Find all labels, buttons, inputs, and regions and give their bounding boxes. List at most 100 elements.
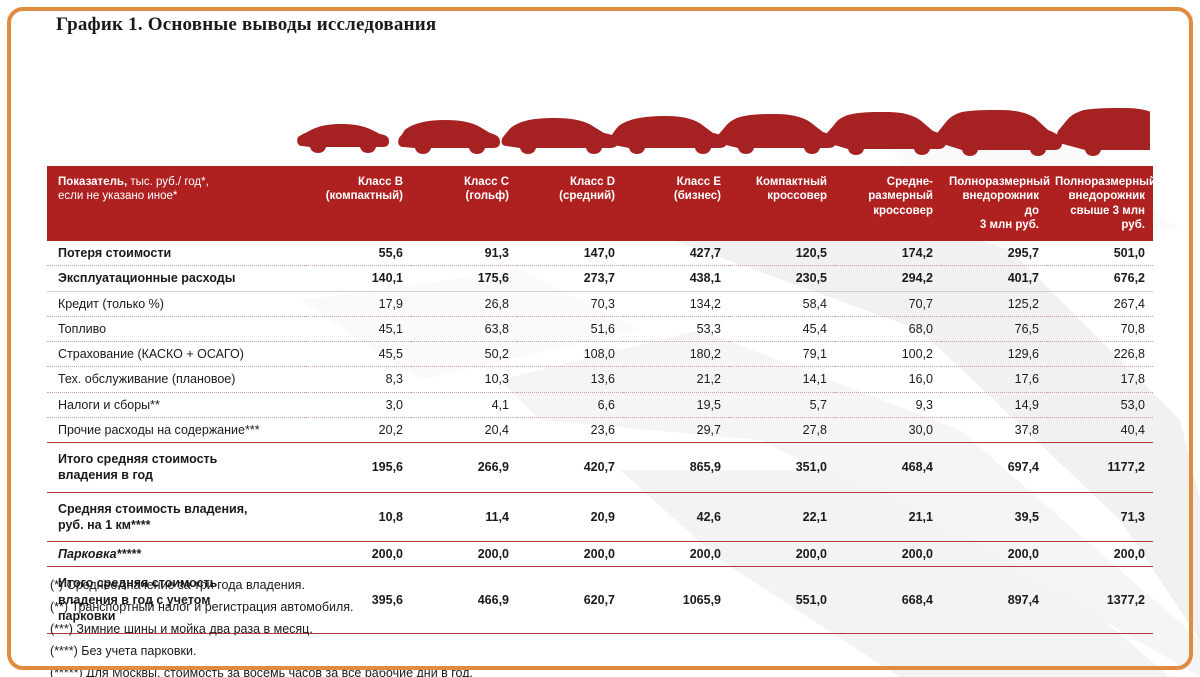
table-row: Средняя стоимость владения, руб. на 1 км*… bbox=[47, 492, 1153, 542]
column-header-class-d: Класс D (средний) bbox=[517, 166, 623, 241]
row-label: Эксплуатационные расходы bbox=[47, 265, 305, 292]
table-cell: 4,1 bbox=[411, 392, 517, 418]
table-cell: 51,6 bbox=[517, 316, 623, 343]
table-cell: 58,4 bbox=[729, 291, 835, 317]
table-cell: 438,1 bbox=[623, 265, 729, 292]
table-cell: 9,3 bbox=[835, 392, 941, 418]
table-cell: 897,4 bbox=[941, 566, 1047, 634]
table-cell: 39,5 bbox=[941, 492, 1047, 542]
table-cell: 45,4 bbox=[729, 316, 835, 343]
table-cell: 70,8 bbox=[1047, 316, 1153, 343]
table-cell: 91,3 bbox=[411, 241, 517, 267]
table-row: Тех. обслуживание (плановое) 8,3 10,3 13,6 2… bbox=[47, 366, 1153, 393]
table-cell: 129,6 bbox=[941, 341, 1047, 368]
row-label: Страхование (КАСКО + ОСАГО) bbox=[47, 341, 305, 368]
row-label: Налоги и сборы** bbox=[47, 392, 305, 418]
table-cell: 420,7 bbox=[517, 442, 623, 493]
table-row: Потеря стоимости 55,6 91,3 147,0 427,7 120,5 1… bbox=[47, 241, 1153, 267]
table-cell: 120,5 bbox=[729, 241, 835, 267]
table-cell: 14,1 bbox=[729, 366, 835, 393]
table-cell: 45,5 bbox=[305, 341, 411, 368]
header-metric-rest: тыс. руб./ год*, bbox=[127, 176, 209, 188]
table-cell: 351,0 bbox=[729, 442, 835, 493]
table-cell: 20,4 bbox=[411, 417, 517, 444]
table-row: Страхование (КАСКО + ОСАГО) 45,5 50,2 108,0… bbox=[47, 341, 1153, 368]
table-cell: 200,0 bbox=[623, 541, 729, 568]
table-cell: 697,4 bbox=[941, 442, 1047, 493]
table-row: Прочие расходы на содержание*** 20,2 20,4 2… bbox=[47, 417, 1153, 444]
table-cell: 1065,9 bbox=[623, 566, 729, 634]
table-cell: 200,0 bbox=[1047, 541, 1153, 568]
table-cell: 11,4 bbox=[411, 492, 517, 542]
table-cell: 17,8 bbox=[1047, 366, 1153, 393]
table-cell: 668,4 bbox=[835, 566, 941, 634]
table-cell: 865,9 bbox=[623, 442, 729, 493]
table-row: Итого средняя стоимость владения в год 195… bbox=[47, 442, 1153, 493]
table-cell: 273,7 bbox=[517, 265, 623, 292]
table-cell: 175,6 bbox=[411, 265, 517, 292]
table-cell: 501,0 bbox=[1047, 241, 1153, 267]
table-cell: 551,0 bbox=[729, 566, 835, 634]
table-cell: 295,7 bbox=[941, 241, 1047, 267]
table-row: Кредит (только %) 17,9 26,8 70,3 134,2 58,4 70… bbox=[47, 291, 1153, 317]
table-cell: 147,0 bbox=[517, 241, 623, 267]
table-cell: 70,3 bbox=[517, 291, 623, 317]
table-cell: 620,7 bbox=[517, 566, 623, 634]
car-silhouette-strip bbox=[290, 102, 1150, 160]
table-cell: 200,0 bbox=[835, 541, 941, 568]
column-header-midsize-crossover: Средне-размерный кроссовер bbox=[835, 166, 941, 241]
car-silhouette-class-d bbox=[501, 118, 618, 154]
table-cell: 13,6 bbox=[517, 366, 623, 393]
car-silhouette-compact-crossover bbox=[717, 114, 836, 154]
table-cell: 55,6 bbox=[305, 241, 411, 267]
column-header-fullsize-suv-over-3m: Полноразмерный внедорожник свыше 3 млн руб… bbox=[1047, 166, 1156, 241]
table-cell: 180,2 bbox=[623, 341, 729, 368]
table-cell: 30,0 bbox=[835, 417, 941, 444]
table-cell: 401,7 bbox=[941, 265, 1047, 292]
column-header-fullsize-suv-under-3m: Полноразмерный внедорожник до 3 млн руб. bbox=[941, 166, 1050, 241]
table-body: Потеря стоимости 55,6 91,3 147,0 427,7 120,5 1… bbox=[47, 241, 1153, 634]
table-cell: 6,6 bbox=[517, 392, 623, 418]
table-cell: 70,7 bbox=[835, 291, 941, 317]
table-cell: 230,5 bbox=[729, 265, 835, 292]
table-cell: 79,1 bbox=[729, 341, 835, 368]
table-cell: 294,2 bbox=[835, 265, 941, 292]
row-label: Итого средняя стоимость владения в год с … bbox=[47, 566, 305, 634]
row-label: Средняя стоимость владения, руб. на 1 км*… bbox=[47, 492, 305, 542]
table-cell: 226,8 bbox=[1047, 341, 1153, 368]
table-cell: 53,3 bbox=[623, 316, 729, 343]
table-cell: 10,8 bbox=[305, 492, 411, 542]
table-cell: 68,0 bbox=[835, 316, 941, 343]
table-cell: 395,6 bbox=[305, 566, 411, 634]
table-cell: 19,5 bbox=[623, 392, 729, 418]
row-label: Потеря стоимости bbox=[47, 241, 305, 267]
footnotes: (*) Среднее значение за три года владени… bbox=[50, 574, 1050, 677]
table-row: Налоги и сборы** 3,0 4,1 6,6 19,5 5,7 9,3 14,9 5… bbox=[47, 392, 1153, 418]
row-label-line3: парковки bbox=[58, 608, 116, 623]
table-cell: 200,0 bbox=[729, 541, 835, 568]
header-metric-bold: Показатель, bbox=[58, 176, 128, 188]
table-cell: 466,9 bbox=[411, 566, 517, 634]
footnote: (*) Среднее значение за три года владени… bbox=[50, 578, 305, 592]
table-cell: 20,9 bbox=[517, 492, 623, 542]
table-cell: 1177,2 bbox=[1047, 442, 1153, 493]
table-cell: 37,8 bbox=[941, 417, 1047, 444]
footnote: (***) Зимние шины и мойка два раза в мес… bbox=[50, 622, 313, 636]
table-cell: 40,4 bbox=[1047, 417, 1153, 444]
column-header-class-b: Класс B (компактный) bbox=[305, 166, 411, 241]
car-silhouette-class-c bbox=[398, 120, 500, 154]
table-cell: 125,2 bbox=[941, 291, 1047, 317]
row-label: Кредит (только %) bbox=[47, 291, 305, 317]
row-label-line2: руб. на 1 км**** bbox=[58, 517, 151, 532]
table-cell: 17,9 bbox=[305, 291, 411, 317]
table-cell: 468,4 bbox=[835, 442, 941, 493]
table-cell: 8,3 bbox=[305, 366, 411, 393]
table-header-row: Показатель, тыс. руб./ год*, если не ука… bbox=[47, 166, 1156, 241]
column-header-class-e: Класс E (бизнес) bbox=[623, 166, 729, 241]
row-label: Тех. обслуживание (плановое) bbox=[47, 366, 305, 393]
table-cell: 26,8 bbox=[411, 291, 517, 317]
table-cell: 17,6 bbox=[941, 366, 1047, 393]
table-row: Парковка***** 200,0 200,0 200,0 200,0 200,0 20… bbox=[47, 541, 1153, 568]
cost-of-ownership-table: Показатель, тыс. руб./ год*, если не ука… bbox=[47, 166, 1156, 634]
